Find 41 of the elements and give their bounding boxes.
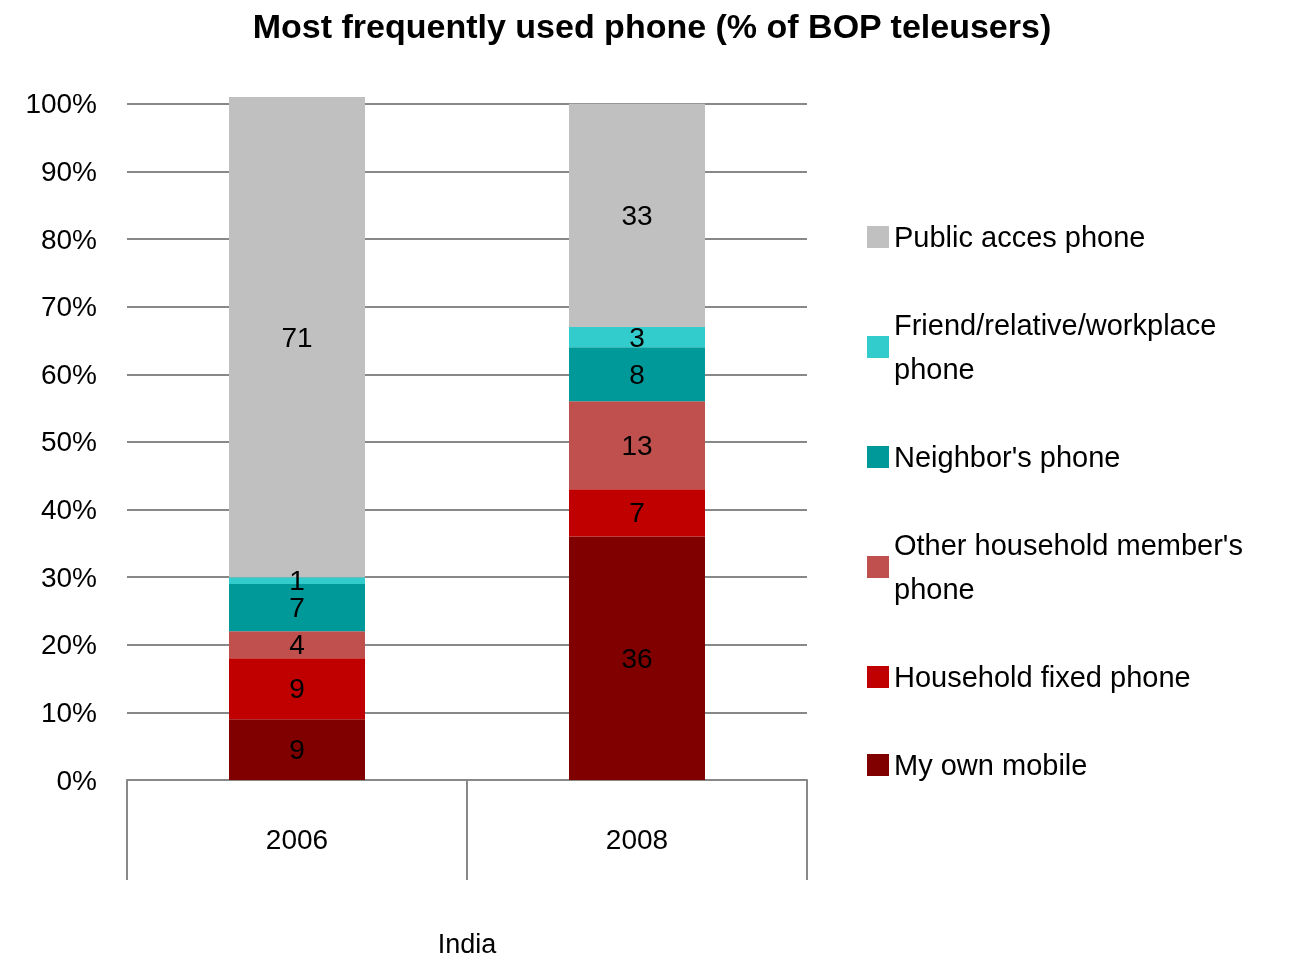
- y-tick-label: 80%: [40, 223, 97, 255]
- y-tick-label: 70%: [40, 291, 97, 323]
- data-label: 4: [289, 629, 305, 661]
- legend-label: Neighbor's phone: [894, 441, 1121, 473]
- data-label: 13: [621, 429, 653, 461]
- data-label: 71: [281, 321, 313, 353]
- data-label: 8: [629, 358, 645, 390]
- y-tick-label: 100%: [25, 88, 97, 120]
- bar: [229, 658, 365, 720]
- bar: [569, 103, 705, 327]
- y-tick-label: 30%: [40, 561, 97, 593]
- bar: [229, 631, 365, 659]
- y-tick-label: 90%: [40, 155, 97, 187]
- data-label: 7: [629, 497, 645, 529]
- bar: [569, 536, 705, 780]
- bar: [569, 347, 705, 402]
- data-label: 9: [289, 673, 305, 705]
- data-label: 7: [289, 592, 305, 624]
- y-tick-label: 50%: [40, 426, 97, 458]
- bar: [569, 401, 705, 490]
- legend-label: Friend/relative/workplace phone: [894, 309, 1225, 385]
- chart-title: Most frequently used phone (% of BOP teleusers): [252, 7, 1052, 45]
- bar: [229, 719, 365, 780]
- data-label: 9: [289, 734, 305, 766]
- legend-label: My own mobile: [894, 749, 1088, 781]
- legend-label: Public acces phone: [894, 221, 1146, 253]
- y-tick-label: 40%: [40, 494, 97, 526]
- bar: [569, 489, 705, 537]
- x-axis-title: India: [437, 928, 498, 959]
- y-tick-label: 10%: [40, 696, 97, 728]
- x-tick-label: 2006: [265, 823, 329, 855]
- x-tick-label: 2008: [605, 823, 669, 855]
- y-tick-label: 60%: [40, 358, 97, 390]
- legend-label: Other household member's phone: [894, 529, 1251, 605]
- data-label: 36: [621, 642, 653, 674]
- y-tick-label: 0%: [56, 764, 97, 796]
- legend-label: Household fixed phone: [894, 661, 1191, 693]
- y-tick-label: 20%: [40, 629, 97, 661]
- data-label: 3: [629, 321, 645, 353]
- data-label: 33: [621, 199, 653, 231]
- bar: [569, 326, 705, 348]
